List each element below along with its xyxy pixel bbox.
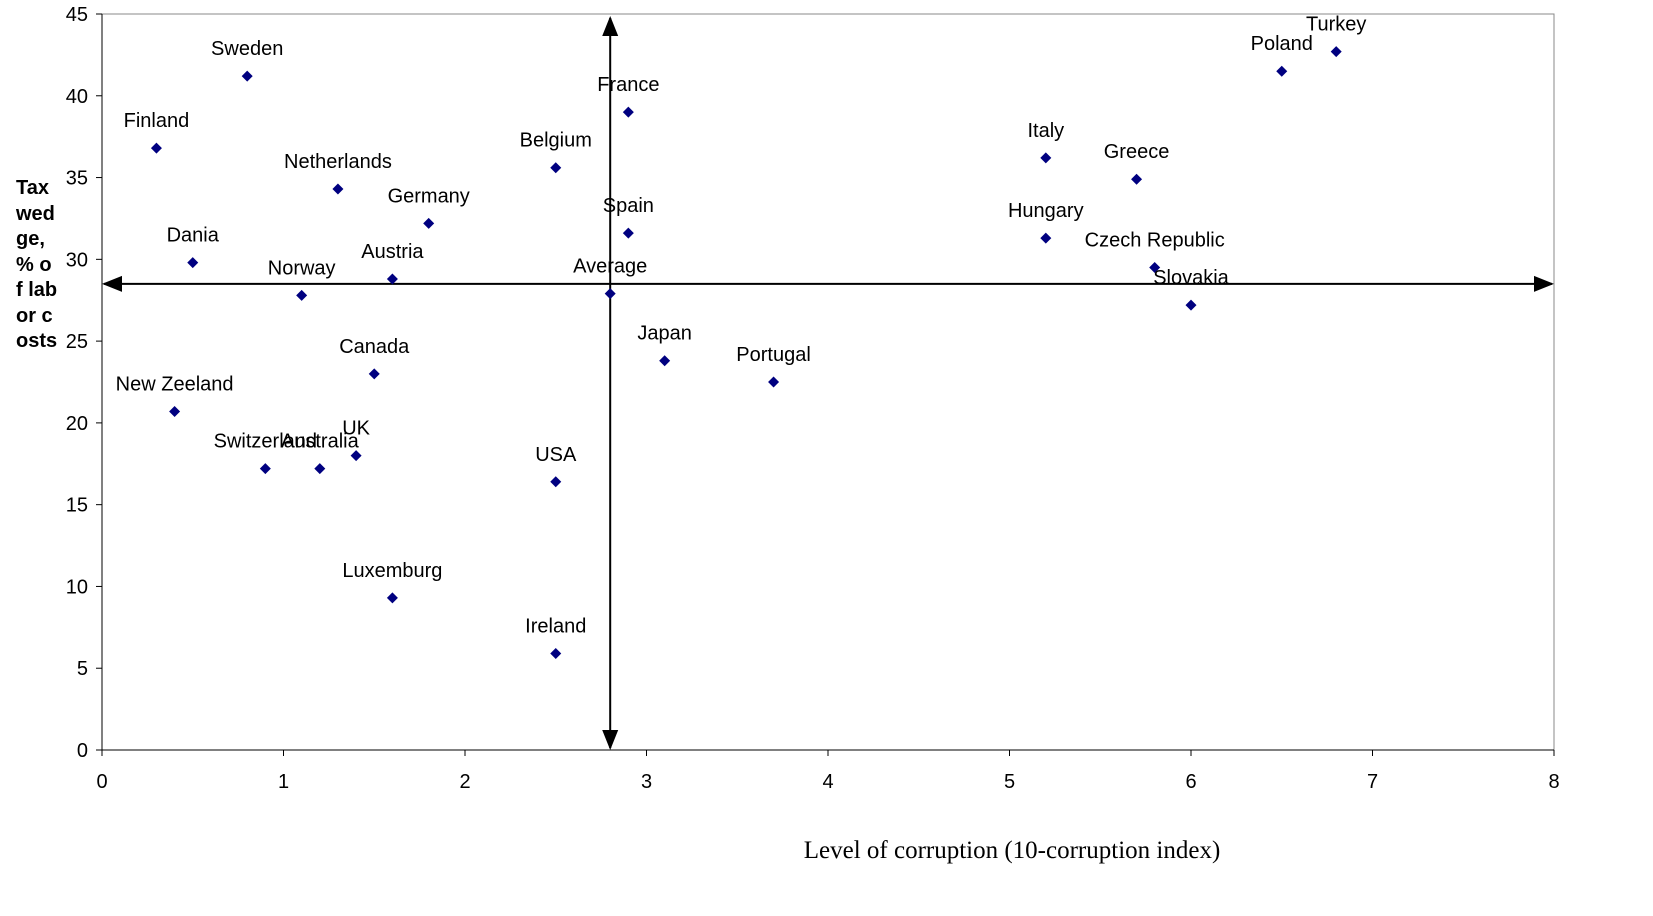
y-tick-label: 20 xyxy=(66,413,88,435)
point-label: Germany xyxy=(388,185,470,207)
point-label: New Zeeland xyxy=(116,373,234,395)
point-label: Australia xyxy=(281,431,360,453)
point xyxy=(1040,232,1052,244)
point xyxy=(604,288,616,300)
point-label: Average xyxy=(573,256,647,278)
point xyxy=(423,217,435,229)
point-label: Sweden xyxy=(211,38,283,60)
x-tick-label: 0 xyxy=(96,771,107,793)
y-tick-label: 35 xyxy=(66,168,88,190)
point-label: Czech Republic xyxy=(1085,230,1225,252)
point-label: Greece xyxy=(1104,141,1170,163)
point xyxy=(332,183,344,195)
point-label: Switzerland xyxy=(214,431,317,453)
point xyxy=(768,376,780,388)
point xyxy=(550,162,562,174)
point xyxy=(1040,152,1052,164)
y-tick-label: 40 xyxy=(66,86,88,108)
point xyxy=(386,592,398,604)
point-label: Portugal xyxy=(736,344,811,366)
point-label: Poland xyxy=(1251,33,1313,55)
point-label: Canada xyxy=(339,336,410,358)
point-label: Spain xyxy=(603,195,654,217)
point-label: Finland xyxy=(124,110,190,132)
point xyxy=(1131,173,1143,185)
point-label: Luxemburg xyxy=(342,560,442,582)
point xyxy=(1149,262,1161,274)
point xyxy=(622,106,634,118)
point-label: Turkey xyxy=(1306,14,1366,36)
point xyxy=(259,463,271,475)
x-tick-label: 1 xyxy=(278,771,289,793)
point xyxy=(187,257,199,269)
point-label: Ireland xyxy=(525,616,586,638)
x-tick-label: 3 xyxy=(641,771,652,793)
plot-frame xyxy=(101,13,1555,751)
x-tick-label: 7 xyxy=(1367,771,1378,793)
point-label: Hungary xyxy=(1008,200,1084,222)
point xyxy=(368,368,380,380)
point-label: Dania xyxy=(167,225,220,247)
point xyxy=(386,273,398,285)
y-tick-label: 10 xyxy=(66,576,88,598)
y-tick-label: 15 xyxy=(66,495,88,517)
point-label: Italy xyxy=(1027,120,1064,142)
x-tick-label: 8 xyxy=(1548,771,1559,793)
x-tick-label: 2 xyxy=(459,771,470,793)
point xyxy=(550,648,562,660)
point xyxy=(1330,46,1342,58)
point-label: UK xyxy=(342,418,370,440)
point xyxy=(169,405,181,417)
point xyxy=(550,476,562,488)
point xyxy=(314,463,326,475)
point xyxy=(296,289,308,301)
y-tick-label: 45 xyxy=(66,4,88,26)
point xyxy=(241,70,253,82)
y-tick-label: 0 xyxy=(77,740,88,762)
point-label: Norway xyxy=(268,257,336,279)
point xyxy=(150,142,162,154)
point-label: Belgium xyxy=(520,130,592,152)
point xyxy=(622,227,634,239)
point-label: Austria xyxy=(361,241,424,263)
y-tick-label: 25 xyxy=(66,331,88,353)
point-label: France xyxy=(597,74,659,96)
point xyxy=(1185,299,1197,311)
y-tick-label: 5 xyxy=(77,658,88,680)
point-label: USA xyxy=(535,444,577,466)
point xyxy=(659,355,671,367)
x-axis-title: Level of corruption (10-corruption index… xyxy=(804,837,1221,864)
x-tick-label: 5 xyxy=(1004,771,1015,793)
x-tick-label: 4 xyxy=(822,771,833,793)
point xyxy=(350,450,362,462)
point-label: Netherlands xyxy=(284,151,392,173)
point-label: Japan xyxy=(637,323,692,345)
x-tick-label: 6 xyxy=(1185,771,1196,793)
y-tick-label: 30 xyxy=(66,249,88,271)
point-label: Slovakia xyxy=(1153,267,1229,289)
y-axis-title: Tax wedge, % of labor costs xyxy=(16,177,58,352)
point xyxy=(1276,65,1288,77)
